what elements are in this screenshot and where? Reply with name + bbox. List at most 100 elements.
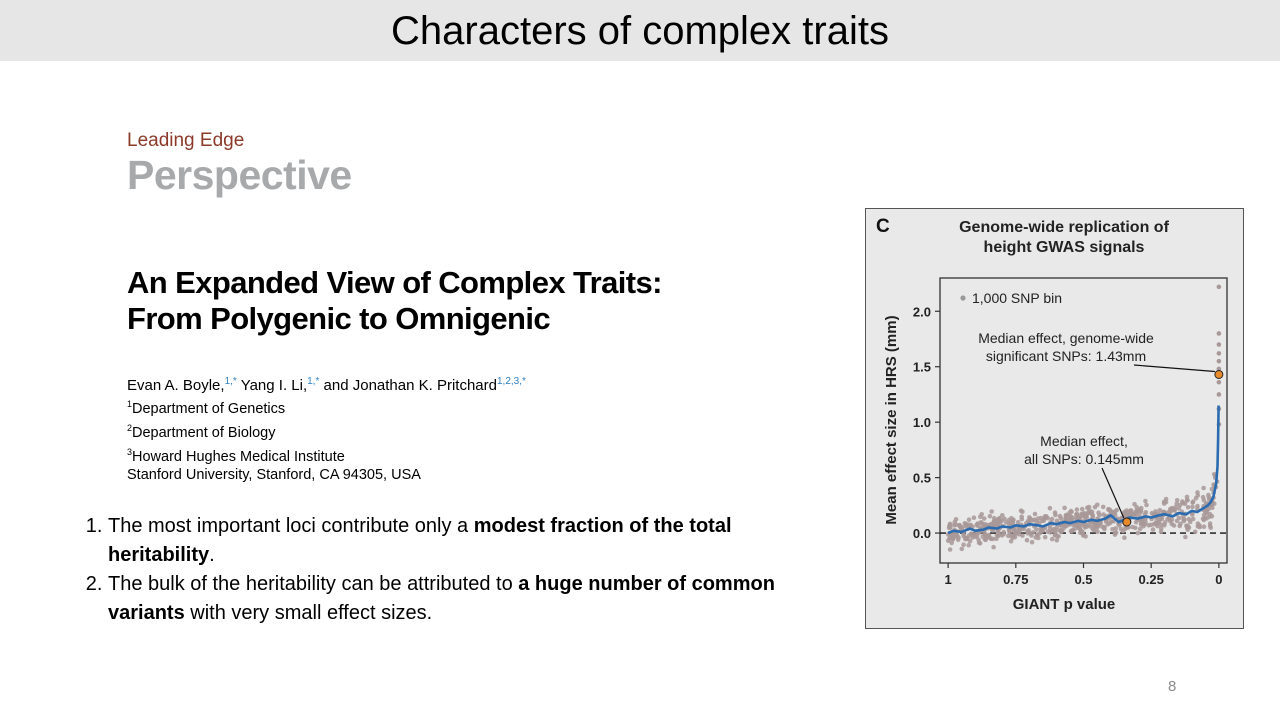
snp-bin-point [1019, 516, 1025, 522]
snp-bin-point [1182, 517, 1187, 523]
snp-bin-point [1054, 537, 1060, 543]
snp-bin-point [1185, 527, 1190, 532]
snp-bin-point [1112, 509, 1118, 514]
x-tick-label: 1 [945, 572, 952, 587]
x-tick-label: 0 [1215, 572, 1222, 587]
snp-bin-point [1107, 520, 1113, 526]
annotations-group: 1,000 SNP bin Median effect, genome-wide… [960, 290, 1154, 467]
annotation-bottom-line-2: all SNPs: 0.145mm [1024, 451, 1144, 467]
key-points-list: The most important loci contribute only … [84, 512, 814, 628]
chart-title-line-2: height GWAS signals [984, 239, 1145, 256]
snp-bin-point [1216, 392, 1222, 397]
key-point-item: The most important loci contribute only … [108, 512, 814, 570]
key-point-emphasis: a huge number of common variants [108, 573, 775, 624]
snp-bin-point [1100, 524, 1105, 529]
x-tick-label: 0.25 [1139, 572, 1164, 587]
snp-bin-point [1127, 509, 1132, 514]
snp-bin-point [1174, 498, 1180, 503]
snp-bin-point [1184, 523, 1189, 528]
y-axis-label: Mean effect size in HRS (mm) [883, 315, 900, 524]
affiliation-text: Department of Genetics [132, 400, 286, 417]
affiliation: 1Department of Genetics [127, 395, 526, 419]
snp-bin-point [1015, 519, 1021, 525]
snp-bin-point [1020, 509, 1025, 514]
snp-bin-point [1008, 538, 1014, 544]
chart-title-line-1: Genome-wide replication of [959, 219, 1169, 236]
x-tick-label: 0.5 [1074, 572, 1092, 587]
snp-bin-point [1064, 512, 1069, 518]
snp-bin-point [1025, 518, 1031, 524]
snp-bin-point [1087, 508, 1093, 514]
snp-bin-point [1206, 514, 1212, 520]
snp-bin-point [1150, 527, 1156, 532]
snp-bin-point [1216, 342, 1222, 347]
y-tick-label: 0.0 [913, 526, 931, 541]
snp-bin-point [1006, 517, 1012, 523]
snp-bin-point [949, 540, 954, 546]
snp-bin-point [1190, 499, 1196, 505]
snp-bin-point [1056, 534, 1061, 539]
snp-bin-point [1042, 534, 1048, 540]
snp-bin-point [1132, 501, 1137, 507]
snp-bin-point [1100, 504, 1106, 510]
snp-bin-point [1185, 505, 1191, 510]
slide-title-bar: Characters of complex traits [0, 0, 1280, 61]
affiliation-sup: 1 [127, 399, 133, 409]
snp-bin-point [1047, 505, 1053, 511]
genome-wide-median-marker [1214, 369, 1224, 379]
annotation-top-pointer [1133, 364, 1215, 373]
snp-bin-point [1063, 523, 1069, 529]
snp-bin-point [1190, 504, 1195, 510]
snp-bin-point [1201, 485, 1206, 491]
snp-bin-point [1080, 533, 1086, 538]
snp-bin-point [1074, 507, 1080, 512]
affiliation: Stanford University, Stanford, CA 94305,… [127, 466, 526, 485]
key-point-item: The bulk of the heritability can be attr… [108, 570, 814, 628]
author-line: Evan A. Boyle,1,* Yang I. Li,1,* and Jon… [127, 372, 526, 395]
snp-bin-point [1028, 531, 1033, 536]
snp-bin-point [1153, 520, 1159, 525]
snp-bin-point [969, 532, 975, 537]
snp-bin-point [1171, 523, 1177, 528]
figure-panel: C Genome-wide replication of height GWAS… [865, 208, 1244, 629]
snp-bin-point [983, 522, 989, 527]
snp-bin-point [1049, 516, 1055, 522]
snp-bin-point [1036, 535, 1041, 541]
snp-bin-point [1020, 533, 1025, 538]
snp-bin-point [1162, 520, 1168, 525]
y-tick-label: 1.5 [913, 360, 931, 375]
snp-bin-point [1053, 512, 1058, 518]
snp-bin-point [1094, 525, 1100, 531]
snp-bin-point [1192, 529, 1198, 535]
snp-bin-point [1054, 525, 1060, 530]
snp-bin-point [961, 542, 966, 547]
affiliation-sup: 3 [127, 446, 133, 457]
snp-bin-point [1187, 519, 1193, 525]
annotation-bottom-line-1: Median effect, [1040, 433, 1128, 449]
snp-bin-point [950, 534, 956, 539]
author-affil-sup: 1,2,3,* [496, 376, 526, 387]
snp-bin-point [948, 525, 953, 531]
snp-bin-point [1079, 506, 1085, 512]
annotation-bottom-pointer [1101, 467, 1125, 519]
snp-bin-point [1177, 502, 1183, 508]
snp-bin-point [988, 521, 994, 527]
journal-section-label: Leading Edge [127, 130, 245, 151]
snp-bin-point [975, 523, 980, 528]
snp-bin-point [1209, 486, 1215, 492]
snp-bin-point [971, 515, 977, 520]
snp-bin-point [1132, 512, 1137, 517]
author-name: Evan A. Boyle, [127, 377, 225, 394]
affiliation: 2Department of Biology [127, 419, 526, 443]
snp-bin-point [1097, 520, 1103, 526]
snp-bin-point [1193, 496, 1199, 501]
key-point-text: . [209, 544, 215, 566]
snp-bin-point [1050, 528, 1056, 533]
snp-bin-point [994, 536, 999, 542]
paper-authors: Evan A. Boyle,1,* Yang I. Li,1,* and Jon… [127, 372, 526, 485]
snp-bin-point [1078, 530, 1083, 536]
snp-bin-point [1042, 514, 1048, 519]
snp-bin-point [1159, 515, 1164, 521]
legend-label: 1,000 SNP bin [972, 290, 1062, 306]
snp-bin-point [1011, 533, 1016, 539]
